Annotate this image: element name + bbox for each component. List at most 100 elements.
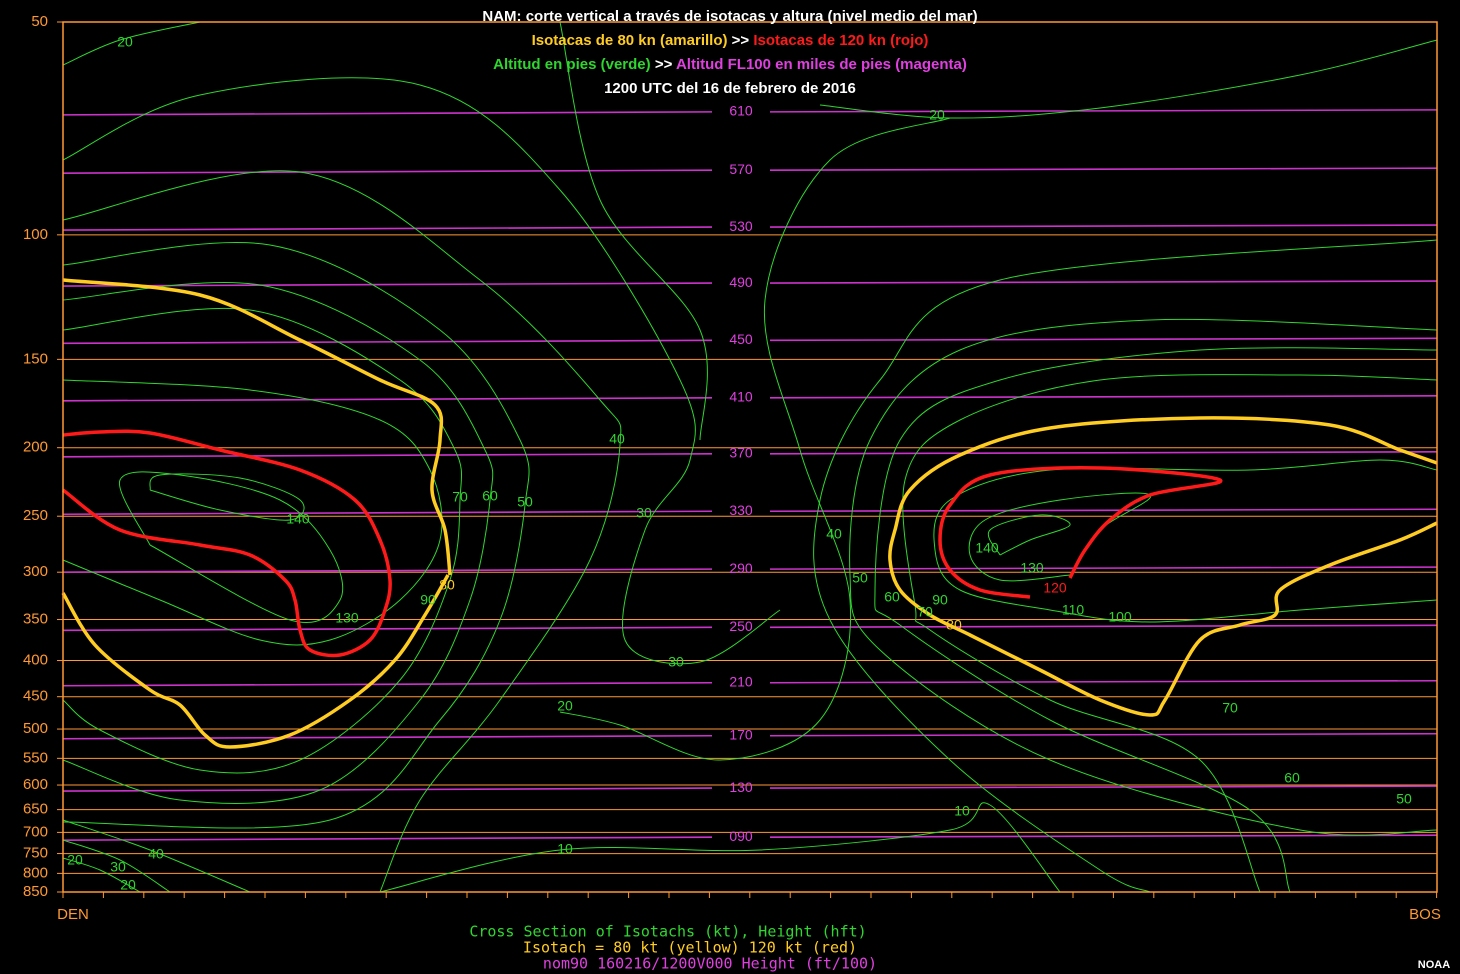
height-label: 450	[729, 331, 753, 347]
isotach-contour	[559, 117, 951, 761]
height-label: 090	[729, 828, 753, 844]
y-tick-label: 600	[23, 776, 48, 793]
isotach-label: 70	[1222, 700, 1238, 716]
height-label: 530	[729, 218, 753, 234]
y-tick-label: 300	[23, 563, 48, 580]
isotach-contour	[874, 347, 1438, 893]
height-label: 250	[729, 618, 753, 634]
isotach-label: 50	[852, 570, 868, 586]
isotach-label: 140	[286, 511, 310, 527]
credit: NOAA	[1418, 959, 1450, 971]
subtitle: Isotacas de 80 kn (amarillo) >> Isotacas…	[532, 32, 929, 49]
plot-area: 610 570 530 490 450 410 370 330 290 250 210 170 130 0…	[61, 21, 1438, 893]
isotach-label: 10	[557, 841, 573, 857]
isotach-label: 60	[482, 488, 498, 504]
subtitle-part: Altitud en pies (verde)	[493, 56, 651, 73]
isotach-contour	[62, 839, 171, 893]
isotach-label: 90	[932, 592, 948, 608]
height-contour	[769, 834, 1438, 838]
height-contour	[62, 787, 713, 792]
height-label: 290	[729, 560, 753, 576]
height-label: 490	[729, 274, 753, 290]
isotach-contour	[62, 379, 443, 646]
isotach-contour	[62, 307, 463, 774]
y-tick-label: 700	[23, 823, 48, 840]
isotach-label: 140	[975, 540, 999, 556]
y-tick-label: 150	[23, 350, 48, 367]
isotach-label: 80	[439, 577, 455, 593]
isotach-label: 30	[668, 654, 684, 670]
height-contour	[769, 109, 1438, 113]
isotach-contour	[61, 429, 392, 658]
y-tick-label: 750	[23, 845, 48, 862]
y-tick-label: 200	[23, 439, 48, 456]
y-tick-label: 100	[23, 226, 48, 243]
footer-line: nom90 160216/1200V000 Height (ft/100)	[543, 955, 877, 973]
subtitle: 1200 UTC del 16 de febrero de 2016	[604, 80, 856, 97]
isotach-label: 130	[335, 610, 359, 626]
isotach-label: 80	[946, 617, 962, 633]
footer-line: Cross Section of Isotachs (kt), Height (…	[469, 923, 866, 941]
x-endpoint-label: DEN	[57, 906, 89, 923]
isotach-label: 30	[110, 859, 126, 875]
isotach-label: 20	[557, 698, 573, 714]
height-label: 170	[729, 726, 753, 742]
footer-line: Isotach = 80 kt (yellow) 120 kt (red)	[523, 939, 857, 957]
height-contour	[769, 785, 1438, 789]
isotach-label: 40	[148, 846, 164, 862]
height-contour	[769, 280, 1438, 284]
height-contour	[769, 624, 1438, 629]
subtitle: Altitud en pies (verde) >> Altitud FL100…	[493, 56, 967, 73]
height-contour	[62, 510, 713, 516]
isotach-contour	[559, 21, 708, 441]
isotach-contour	[987, 514, 1071, 556]
height-contour	[769, 732, 1438, 737]
isotach-contour	[62, 77, 781, 665]
isotach-contour	[849, 318, 1438, 836]
isotach-contour	[813, 239, 1438, 893]
subtitle-part: >>	[732, 32, 750, 49]
y-tick-label: 800	[23, 864, 48, 881]
subtitle-part: Isotacas de 120 kn (rojo)	[753, 32, 928, 49]
isotach-contour	[819, 39, 1438, 119]
y-tick-label: 550	[23, 749, 48, 766]
isotach-contour	[62, 170, 622, 893]
y-tick-label: 50	[31, 13, 48, 30]
isotach-contour	[149, 473, 305, 521]
isotach-contour	[62, 278, 452, 576]
isotach-label: 20	[120, 877, 136, 893]
height-contour	[62, 836, 713, 841]
y-tick-label: 850	[23, 883, 48, 900]
isotach-label: 50	[517, 494, 533, 510]
height-contour	[62, 169, 713, 174]
isotach-label: 30	[636, 505, 652, 521]
isotach-label: 10	[954, 803, 970, 819]
isotach-label: 60	[884, 589, 900, 605]
height-contour	[62, 226, 713, 231]
height-contour	[62, 396, 713, 402]
height-label: 370	[729, 444, 753, 460]
y-tick-label: 500	[23, 720, 48, 737]
isotach-contour	[62, 857, 141, 893]
height-contour	[62, 339, 713, 345]
isotach-contour	[902, 374, 1438, 893]
chart-title: NAM: corte vertical a través de isotacas…	[482, 8, 977, 25]
height-contour	[62, 626, 713, 632]
isotach-label: 130	[1020, 560, 1044, 576]
isotach-label: 40	[609, 431, 625, 447]
isotach-contour	[62, 281, 494, 804]
height-label: 210	[729, 673, 753, 689]
height-label: 410	[729, 388, 753, 404]
isotach-label: 60	[1284, 770, 1300, 786]
subtitle-part: >>	[655, 56, 673, 73]
height-contour	[769, 167, 1438, 171]
height-contour	[769, 224, 1438, 228]
height-contour	[769, 450, 1438, 455]
isotach-contour	[938, 466, 1223, 599]
isotach-label: 90	[420, 592, 436, 608]
isotach-label: 40	[826, 526, 842, 542]
isotach-contour	[62, 819, 251, 893]
isotach-label: 70	[452, 489, 468, 505]
